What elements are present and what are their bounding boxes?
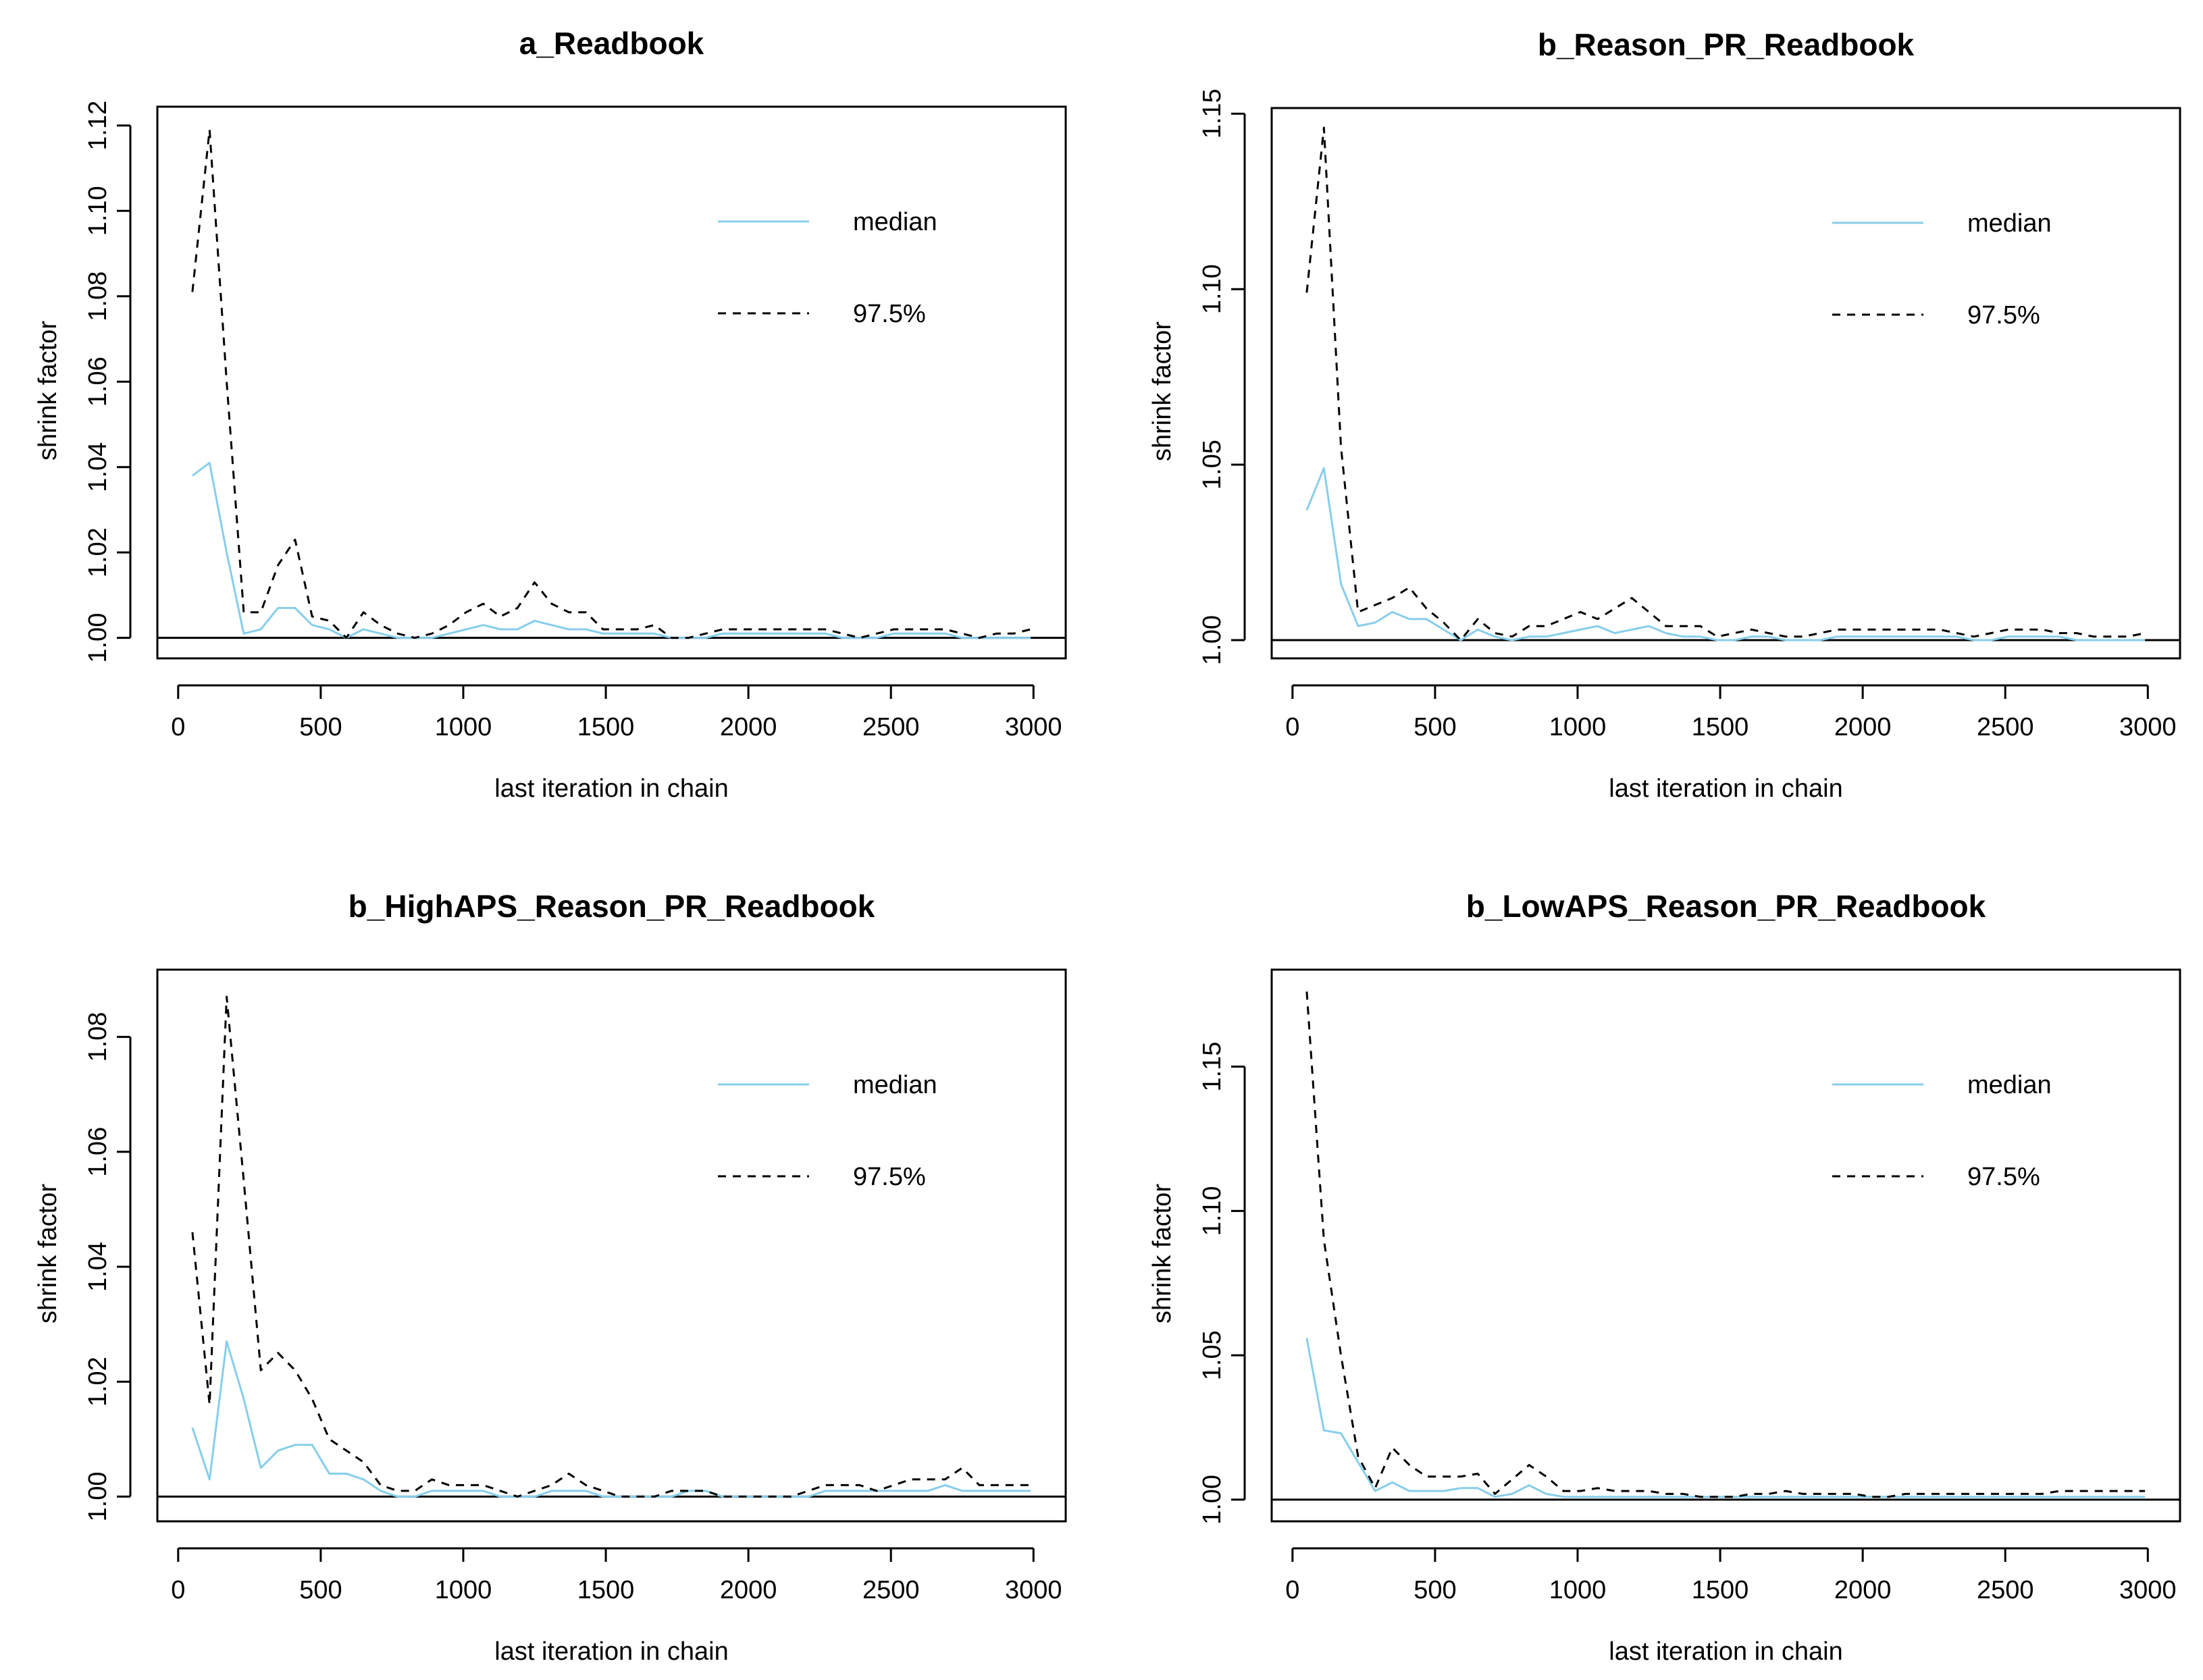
x-tick-label: 3000 bbox=[2119, 1576, 2177, 1604]
y-tick-label: 1.05 bbox=[1198, 1330, 1226, 1380]
series-line-97-5 bbox=[1305, 126, 2146, 641]
chart-panel-3: b_HighAPS_Reason_PR_Readbook 0 500 1000 1500… bbox=[34, 889, 1067, 1666]
y-tick-label: 1.02 bbox=[84, 1357, 112, 1407]
legend-label: 97.5% bbox=[853, 300, 926, 328]
y-tick-label: 1.04 bbox=[84, 1242, 112, 1292]
x-tick-label: 500 bbox=[299, 713, 342, 741]
x-tick-label: 1500 bbox=[1692, 1576, 1749, 1604]
legend-label: median bbox=[1967, 1071, 2052, 1099]
y-tick-label: 1.15 bbox=[1198, 88, 1226, 138]
chart-title: b_HighAPS_Reason_PR_Readbook bbox=[348, 889, 875, 924]
legend-label: median bbox=[853, 208, 937, 236]
y-tick-label: 1.00 bbox=[1198, 615, 1226, 665]
chart-panel-2: b_Reason_PR_Readbook 0 500 1000 1500 2000 2500… bbox=[1148, 27, 2181, 803]
y-tick-label: 1.00 bbox=[84, 613, 112, 663]
x-tick-label: 0 bbox=[171, 713, 185, 741]
y-tick-label: 1.12 bbox=[84, 101, 112, 151]
chart-title: b_Reason_PR_Readbook bbox=[1538, 27, 1915, 62]
chart-panel-4: b_LowAPS_Reason_PR_Readbook 0 500 1000 1500 2… bbox=[1148, 889, 2181, 1666]
x-tick-label: 1000 bbox=[435, 1576, 492, 1604]
x-tick-label: 1000 bbox=[435, 713, 492, 741]
y-tick-label: 1.15 bbox=[1198, 1042, 1226, 1092]
y-tick-label: 1.06 bbox=[84, 1127, 112, 1177]
x-tick-label: 3000 bbox=[2119, 713, 2177, 741]
x-tick-label: 0 bbox=[171, 1576, 185, 1604]
x-tick-label: 0 bbox=[1285, 1576, 1299, 1604]
legend-label: 97.5% bbox=[853, 1163, 926, 1191]
plot-frame bbox=[156, 105, 1067, 660]
series-line-median bbox=[1305, 1338, 2146, 1498]
y-tick-label: 1.02 bbox=[84, 527, 112, 577]
x-axis-label: last iteration in chain bbox=[494, 1637, 728, 1666]
y-tick-label: 1.10 bbox=[1198, 264, 1226, 314]
chart-title: b_LowAPS_Reason_PR_Readbook bbox=[1466, 889, 1986, 924]
y-axis-label: shrink factor bbox=[34, 1184, 62, 1323]
x-tick-label: 500 bbox=[299, 1576, 342, 1604]
y-tick-label: 1.08 bbox=[84, 271, 112, 321]
legend-label: 97.5% bbox=[1967, 301, 2040, 330]
x-tick-label: 500 bbox=[1414, 713, 1456, 741]
legend-label: median bbox=[853, 1071, 937, 1099]
x-tick-label: 2500 bbox=[862, 713, 920, 741]
x-tick-label: 500 bbox=[1414, 1576, 1456, 1604]
plot-frame bbox=[156, 968, 1067, 1523]
legend-label: median bbox=[1967, 209, 2052, 238]
x-tick-label: 1000 bbox=[1549, 713, 1607, 741]
y-tick-label: 1.05 bbox=[1198, 440, 1226, 490]
x-tick-label: 2000 bbox=[1834, 1576, 1892, 1604]
x-axis-label: last iteration in chain bbox=[494, 775, 728, 803]
x-axis-label: last iteration in chain bbox=[1609, 1637, 1842, 1666]
plot-frame bbox=[1270, 107, 2181, 660]
y-tick-label: 1.00 bbox=[84, 1471, 112, 1521]
y-tick-label: 1.10 bbox=[1198, 1186, 1226, 1236]
series-line-median bbox=[1305, 467, 2146, 641]
y-tick-label: 1.04 bbox=[84, 442, 112, 492]
x-tick-label: 2500 bbox=[862, 1576, 920, 1604]
x-tick-label: 1500 bbox=[577, 713, 635, 741]
series-line-97-5 bbox=[191, 995, 1031, 1498]
x-tick-label: 0 bbox=[1285, 713, 1299, 741]
legend-label: 97.5% bbox=[1967, 1163, 2040, 1191]
chart-title: a_Readbook bbox=[519, 26, 704, 61]
series-line-97-5 bbox=[191, 128, 1031, 639]
y-tick-label: 1.06 bbox=[84, 357, 112, 406]
x-axis-label: last iteration in chain bbox=[1609, 775, 1842, 803]
series-line-median bbox=[191, 1340, 1031, 1498]
x-tick-label: 3000 bbox=[1005, 713, 1062, 741]
x-tick-label: 1500 bbox=[1692, 713, 1749, 741]
y-tick-label: 1.08 bbox=[84, 1012, 112, 1062]
y-axis-label: shrink factor bbox=[34, 321, 62, 461]
plot-frame bbox=[1270, 968, 2181, 1523]
x-tick-label: 2500 bbox=[1977, 713, 2034, 741]
series-line-97-5 bbox=[1305, 991, 2146, 1498]
x-tick-label: 2000 bbox=[720, 1576, 777, 1604]
y-axis-label: shrink factor bbox=[1148, 1184, 1176, 1323]
y-axis-label: shrink factor bbox=[1148, 321, 1176, 461]
x-tick-label: 2500 bbox=[1977, 1576, 2034, 1604]
x-tick-label: 3000 bbox=[1005, 1576, 1062, 1604]
y-tick-label: 1.10 bbox=[84, 186, 112, 236]
series-line-median bbox=[192, 461, 1031, 639]
x-tick-label: 2000 bbox=[720, 713, 777, 741]
x-tick-label: 2000 bbox=[1834, 713, 1892, 741]
x-tick-label: 1000 bbox=[1549, 1576, 1607, 1604]
x-tick-label: 1500 bbox=[577, 1576, 635, 1604]
chart-panel-1: a_Readbook 0 500 1000 1500 2000 2500 3000 last i… bbox=[34, 26, 1067, 803]
y-tick-label: 1.00 bbox=[1198, 1475, 1226, 1525]
